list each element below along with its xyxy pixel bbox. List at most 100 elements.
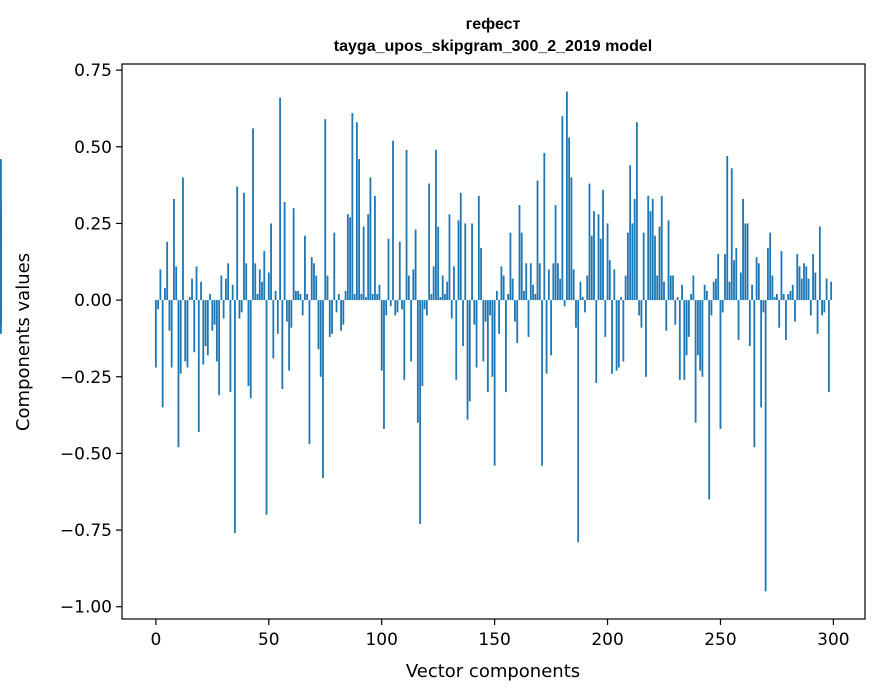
- bar: [678, 300, 681, 380]
- y-tick-label: 0.00: [74, 291, 112, 311]
- bar: [599, 238, 602, 301]
- y-tick-label: −0.25: [60, 368, 112, 388]
- bar: [222, 300, 225, 319]
- bar: [545, 300, 548, 374]
- bar: [328, 300, 331, 337]
- bar: [495, 290, 498, 301]
- bar: [387, 238, 390, 301]
- bar: [414, 229, 417, 301]
- bar: [197, 300, 200, 432]
- bar: [776, 293, 778, 301]
- bar: [794, 300, 796, 322]
- bar: [748, 300, 751, 347]
- bar: [448, 214, 451, 301]
- bar: [380, 300, 383, 371]
- bar: [550, 300, 552, 356]
- bar: [170, 300, 173, 368]
- bar: [337, 293, 340, 301]
- bar: [173, 198, 175, 301]
- y-axis-ticks: −1.00 −0.75 −0.50 −0.25 0.00 0.25 0.50 0.75: [60, 61, 122, 618]
- bar: [498, 300, 501, 334]
- bar: [538, 263, 541, 301]
- bar: [692, 275, 695, 301]
- bar: [0, 238, 2, 301]
- bar: [211, 300, 214, 331]
- bar: [179, 300, 182, 374]
- bar: [724, 254, 726, 301]
- bar: [261, 281, 263, 301]
- bar: [771, 275, 774, 301]
- bar: [577, 300, 580, 543]
- bar: [631, 223, 634, 301]
- bar: [283, 201, 286, 301]
- bar: [717, 254, 720, 301]
- bar: [489, 300, 492, 316]
- y-tick-label: 0.50: [74, 138, 112, 158]
- bar: [358, 159, 361, 301]
- bar: [636, 122, 638, 301]
- bar: [807, 278, 810, 301]
- bar: [475, 300, 478, 368]
- bar: [708, 300, 711, 500]
- bar: [593, 211, 595, 301]
- bar: [669, 275, 672, 301]
- bar: [703, 284, 706, 301]
- bar: [800, 278, 803, 301]
- bar: [751, 284, 753, 301]
- bar: [247, 300, 250, 386]
- bar: [690, 293, 693, 301]
- bar: [742, 198, 744, 301]
- bar: [249, 300, 252, 399]
- bar: [755, 257, 758, 301]
- bar: [285, 300, 288, 322]
- bar: [218, 300, 221, 396]
- bar: [737, 300, 740, 340]
- bar: [245, 263, 248, 301]
- bar: [590, 235, 593, 301]
- bar: [466, 300, 469, 420]
- y-tick-label: −0.50: [60, 444, 112, 464]
- bar: [805, 266, 808, 301]
- bar: [744, 223, 747, 301]
- bar: [313, 263, 315, 301]
- bar: [633, 198, 636, 301]
- bar: [541, 300, 543, 466]
- bar: [473, 300, 476, 325]
- bar: [764, 300, 767, 592]
- bar: [757, 263, 760, 301]
- bar: [735, 247, 738, 301]
- bar: [712, 281, 715, 301]
- bar: [660, 195, 663, 301]
- bar: [570, 177, 573, 301]
- bar: [335, 300, 338, 313]
- y-tick-label: −1.00: [60, 598, 112, 618]
- x-tick-label: 150: [478, 630, 510, 650]
- bar: [554, 205, 557, 301]
- bar: [419, 300, 422, 524]
- bar: [527, 300, 530, 337]
- bar: [439, 297, 442, 301]
- bar: [444, 293, 446, 301]
- bar: [435, 149, 437, 301]
- bar: [256, 293, 259, 301]
- bar: [215, 300, 218, 362]
- bar: [407, 275, 410, 301]
- bar: [505, 300, 507, 393]
- bar: [175, 266, 178, 301]
- bar: [726, 155, 729, 301]
- bar: [333, 232, 336, 301]
- bar: [410, 300, 412, 362]
- bar: [638, 300, 641, 316]
- bar: [642, 232, 645, 301]
- bar: [543, 152, 546, 301]
- bar: [672, 275, 674, 301]
- bar: [534, 293, 537, 301]
- bar: [769, 232, 772, 301]
- bar: [263, 251, 266, 301]
- y-tick-label: −0.75: [60, 521, 112, 541]
- bar: [651, 198, 654, 301]
- bar: [529, 263, 532, 301]
- bar: [674, 300, 677, 325]
- bar: [579, 281, 582, 301]
